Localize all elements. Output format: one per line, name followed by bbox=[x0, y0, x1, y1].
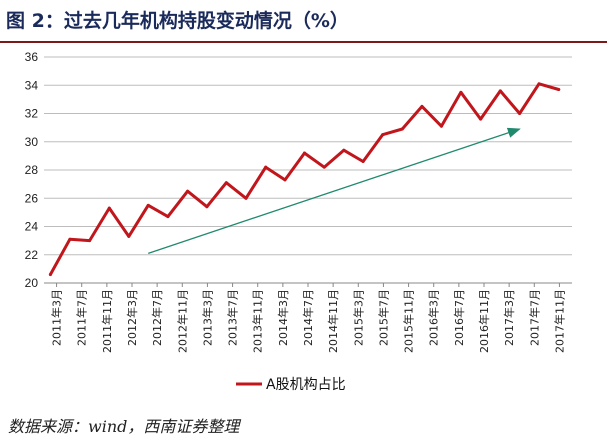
data-point bbox=[400, 127, 404, 131]
data-point bbox=[479, 117, 483, 121]
x-tick-label: 2014年7月 bbox=[301, 289, 315, 346]
y-tick-label: 32 bbox=[25, 107, 39, 121]
x-tick-label: 2013年11月 bbox=[251, 289, 265, 353]
data-point bbox=[420, 104, 424, 108]
chart-title: 图 2：过去几年机构持股变动情况（%） bbox=[6, 10, 349, 32]
y-tick-label: 20 bbox=[25, 276, 39, 290]
data-point bbox=[224, 181, 228, 185]
data-point bbox=[498, 89, 502, 93]
x-tick-label: 2015年11月 bbox=[402, 289, 416, 353]
y-tick-label: 28 bbox=[25, 163, 39, 177]
source-note: 数据来源：wind，西南证券整理 bbox=[8, 417, 240, 436]
data-point bbox=[127, 234, 131, 238]
data-point bbox=[48, 273, 52, 277]
y-tick-label: 30 bbox=[25, 135, 39, 149]
data-point bbox=[146, 203, 150, 207]
x-tick-label: 2012年11月 bbox=[175, 289, 189, 353]
x-tick-label: 2017年7月 bbox=[527, 289, 541, 346]
data-point bbox=[186, 189, 190, 193]
data-point bbox=[557, 87, 561, 91]
x-tick-label: 2017年11月 bbox=[552, 289, 566, 353]
data-point bbox=[264, 165, 268, 169]
x-tick-label: 2016年7月 bbox=[452, 289, 466, 346]
x-tick-label: 2011年7月 bbox=[75, 289, 89, 346]
data-point bbox=[361, 160, 365, 164]
data-point bbox=[107, 206, 111, 210]
y-tick-label: 34 bbox=[25, 78, 39, 92]
x-tick-label: 2011年11月 bbox=[100, 289, 114, 353]
x-tick-label: 2016年3月 bbox=[427, 289, 441, 346]
trend-arrow bbox=[148, 127, 521, 254]
x-tick-label: 2012年7月 bbox=[150, 289, 164, 346]
data-point bbox=[302, 151, 306, 155]
legend-label: A股机构占比 bbox=[266, 377, 346, 393]
x-tick-label: 2011年3月 bbox=[50, 289, 64, 346]
y-tick-label: 22 bbox=[25, 248, 39, 262]
y-tick-label: 24 bbox=[25, 220, 39, 234]
x-tick-label: 2015年3月 bbox=[351, 289, 365, 346]
x-tick-label: 2012年3月 bbox=[125, 289, 139, 346]
data-point bbox=[205, 205, 209, 209]
x-tick-label: 2015年7月 bbox=[376, 289, 390, 346]
x-tick-label: 2013年3月 bbox=[200, 289, 214, 346]
data-point bbox=[283, 178, 287, 182]
data-point bbox=[88, 239, 92, 243]
data-point bbox=[537, 82, 541, 86]
data-point bbox=[244, 196, 248, 200]
x-tick-label: 2014年11月 bbox=[326, 289, 340, 353]
data-point bbox=[68, 237, 72, 241]
data-point bbox=[459, 90, 463, 94]
data-point bbox=[381, 133, 385, 137]
data-point bbox=[439, 124, 443, 128]
data-point bbox=[518, 112, 522, 115]
x-tick-label: 2014年3月 bbox=[276, 289, 290, 346]
x-tick-label: 2013年7月 bbox=[226, 289, 240, 346]
data-point bbox=[342, 148, 346, 152]
y-tick-label: 36 bbox=[25, 50, 39, 64]
title-divider bbox=[0, 41, 607, 43]
data-point bbox=[166, 215, 170, 219]
x-tick-label: 2017年3月 bbox=[502, 289, 516, 346]
series-line bbox=[48, 82, 561, 276]
data-point bbox=[322, 165, 326, 169]
y-tick-label: 26 bbox=[25, 191, 39, 205]
x-tick-label: 2016年11月 bbox=[477, 289, 491, 353]
